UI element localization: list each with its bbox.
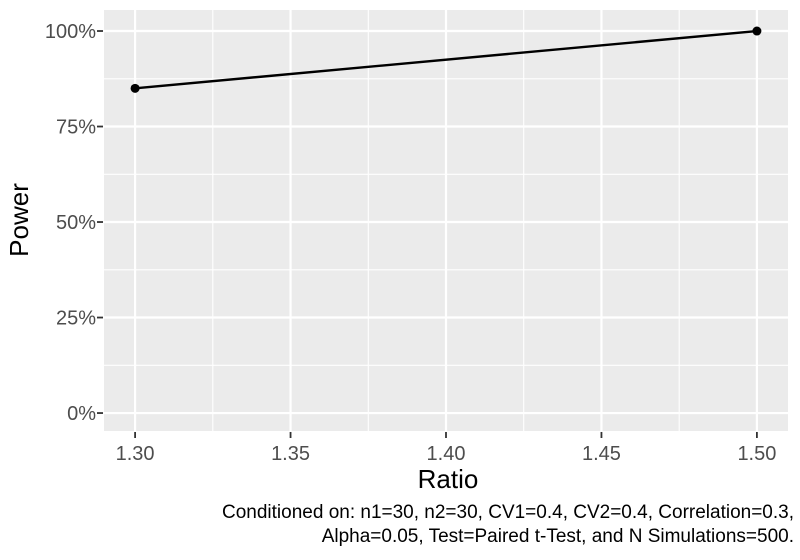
caption-line-2: Alpha=0.05, Test=Paired t-Test, and N Si… bbox=[322, 526, 794, 547]
y-axis-tick-label: 25% bbox=[56, 308, 96, 330]
y-axis-title: Power bbox=[4, 183, 34, 257]
x-axis-tick-label: 1.45 bbox=[582, 443, 621, 465]
x-axis-tick-label: 1.50 bbox=[737, 443, 776, 465]
x-axis-tick-label: 1.30 bbox=[116, 443, 155, 465]
x-axis-title: Ratio bbox=[418, 464, 479, 494]
y-axis-tick-label: 50% bbox=[56, 212, 96, 234]
y-axis-tick-label: 0% bbox=[67, 403, 96, 425]
caption-line-1: Conditioned on: n1=30, n2=30, CV1=0.4, C… bbox=[222, 502, 794, 523]
x-axis-tick-label: 1.35 bbox=[271, 443, 310, 465]
data-point bbox=[130, 83, 140, 93]
panel-layer: 1.30 1.35 1.40 1.45 1.50 0% 25% 50% 75% 100% bbox=[45, 10, 788, 465]
y-axis-tick-label: 75% bbox=[56, 117, 96, 139]
power-line bbox=[134, 29, 758, 90]
y-axis-tick-label: 100% bbox=[45, 21, 96, 43]
x-axis-tick-label: 1.40 bbox=[427, 443, 466, 465]
data-point bbox=[752, 26, 762, 36]
